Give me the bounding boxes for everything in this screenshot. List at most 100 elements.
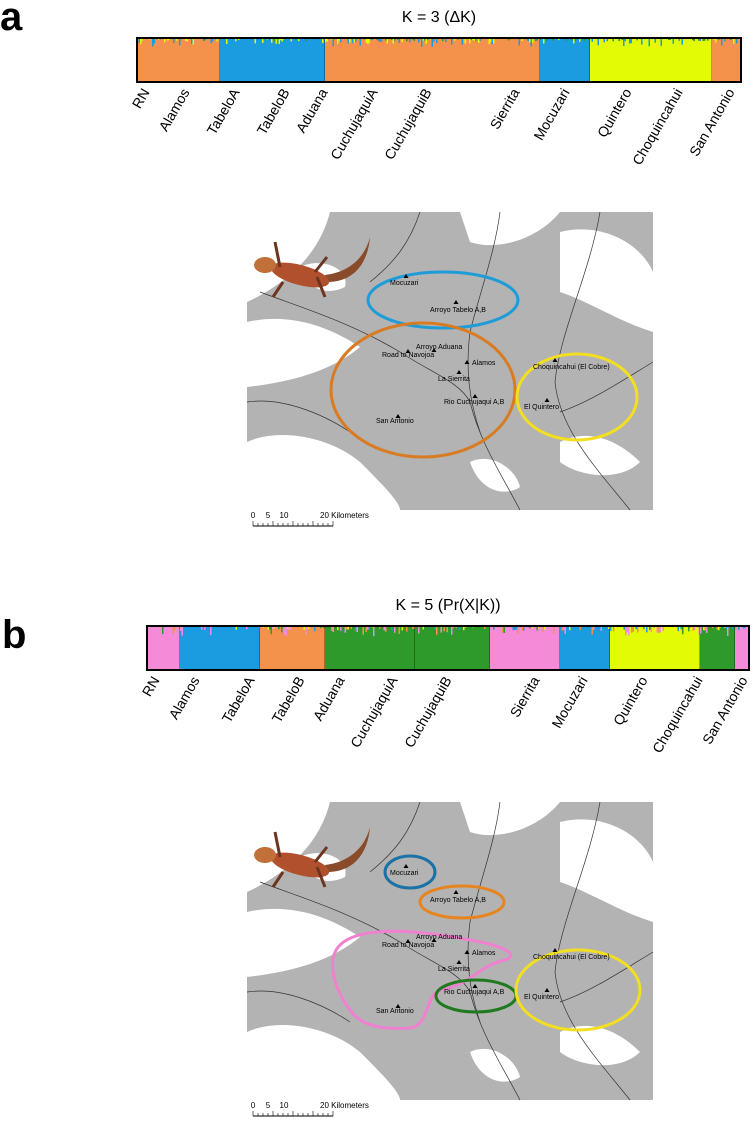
- gecko-leg: [271, 281, 285, 298]
- admixture-stripe: [305, 626, 307, 636]
- admixture-stripe: [623, 38, 625, 46]
- admixture-stripe: [694, 626, 696, 631]
- admixture-stripe: [660, 38, 662, 46]
- admixture-stripe: [368, 626, 370, 631]
- site-label: Mocuzari: [390, 870, 419, 877]
- site-marker: [544, 398, 550, 402]
- admixture-stripe: [458, 626, 460, 630]
- admixture-stripe: [530, 38, 532, 47]
- river: [559, 361, 654, 413]
- admixture-stripe: [436, 38, 438, 44]
- admixture-stripe: [606, 38, 608, 42]
- admixture-stripe: [552, 38, 554, 41]
- admixture-stripe: [603, 38, 605, 43]
- admixture-stripe: [331, 626, 333, 631]
- gecko-body: [270, 852, 330, 878]
- admixture-stripe: [561, 626, 563, 631]
- population-label: Aduana: [293, 85, 331, 135]
- gecko-leg: [313, 256, 329, 273]
- admixture-stripe: [521, 626, 523, 632]
- map: [246, 211, 654, 511]
- admixture-stripe: [618, 38, 620, 41]
- admixture-block: [260, 626, 325, 670]
- admixture-stripe: [625, 626, 627, 636]
- admixture-stripe: [475, 38, 477, 41]
- admixture-stripe: [636, 38, 638, 41]
- admixture-stripe: [515, 626, 517, 630]
- admixture-stripe: [290, 626, 292, 630]
- scale-label: 0: [251, 511, 256, 520]
- population-label: Quintero: [610, 673, 651, 728]
- population-label: TabeloA: [203, 85, 242, 137]
- admixture-stripe: [672, 38, 674, 44]
- gecko-leg: [271, 871, 285, 888]
- admixture-stripe: [371, 38, 373, 41]
- admixture-stripe: [527, 38, 529, 42]
- admixture-stripe: [698, 38, 700, 41]
- site-marker: [552, 948, 558, 952]
- admixture-stripe: [493, 38, 495, 44]
- map-patch: [470, 458, 520, 492]
- admixture-block: [560, 626, 610, 670]
- scale-label: 20 Kilometers: [320, 1101, 369, 1110]
- admixture-stripe: [186, 38, 188, 42]
- admixture-stripe: [359, 38, 361, 46]
- population-label: CuchujaquiB: [381, 86, 435, 163]
- admixture-block: [590, 38, 712, 82]
- admixture-stripe: [305, 38, 307, 42]
- site-label: San Antonio: [376, 1008, 414, 1015]
- bar-frame: [146, 625, 750, 671]
- admixture-stripe: [643, 626, 645, 630]
- admixture-stripe: [269, 626, 271, 630]
- admixture-stripe: [646, 626, 648, 633]
- population-label: Alamos: [165, 674, 202, 722]
- admixture-stripe: [650, 626, 652, 633]
- admixture-stripe: [274, 38, 276, 42]
- panel-label: a: [0, 0, 23, 39]
- admixture-stripe: [181, 626, 183, 636]
- admixture-stripe: [235, 38, 237, 42]
- admixture-stripe: [558, 38, 560, 41]
- admixture-stripe: [725, 626, 727, 630]
- admixture-stripe: [433, 38, 435, 42]
- admixture-stripe: [452, 626, 454, 629]
- gecko-photo: [254, 237, 370, 298]
- map-patch: [247, 1024, 400, 1100]
- admixture-stripe: [431, 38, 433, 47]
- gecko-tail: [325, 237, 370, 282]
- population-label: Sierrita: [487, 85, 523, 132]
- admixture-stripe: [451, 38, 453, 45]
- admixture-stripe: [367, 626, 369, 630]
- admixture-stripe: [254, 38, 256, 44]
- admixture-stripe: [216, 38, 218, 42]
- admixture-stripe: [491, 38, 493, 45]
- admixture-stripe: [681, 38, 683, 45]
- admixture-stripe: [398, 38, 400, 43]
- admixture-stripe: [365, 626, 367, 633]
- admixture-stripe: [544, 626, 546, 630]
- admixture-stripe: [563, 626, 565, 631]
- admixture-stripe: [440, 626, 442, 633]
- admixture-stripe: [162, 626, 164, 635]
- admixture-stripe: [392, 38, 394, 44]
- admixture-stripe: [138, 38, 140, 43]
- admixture-stripe: [677, 626, 679, 632]
- admixture-stripe: [564, 626, 566, 634]
- admixture-stripe: [267, 626, 269, 630]
- admixture-stripe: [727, 626, 729, 636]
- admixture-stripe: [621, 38, 623, 41]
- admixture-stripe: [172, 626, 174, 634]
- admixture-stripe: [262, 38, 264, 43]
- gecko-leg: [273, 241, 282, 268]
- admixture-stripe: [424, 38, 426, 41]
- admixture-stripe: [718, 626, 720, 631]
- admixture-stripe: [412, 626, 414, 629]
- admixture-stripe: [362, 626, 364, 635]
- admixture-stripe: [490, 38, 492, 42]
- admixture-stripe: [700, 626, 702, 634]
- admixture-stripe: [280, 38, 282, 41]
- population-label: Mocuzari: [548, 674, 590, 731]
- site-marker: [403, 864, 409, 868]
- admixture-stripe: [637, 626, 639, 633]
- admixture-stripe: [445, 38, 447, 43]
